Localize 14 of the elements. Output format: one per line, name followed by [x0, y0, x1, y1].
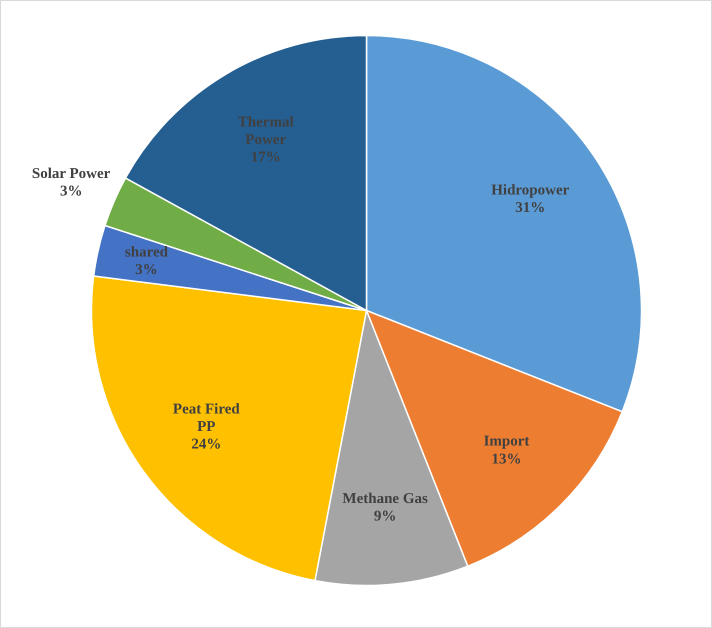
slice-label: Methane Gas: [342, 490, 428, 507]
data-label: 9%: [374, 508, 396, 524]
slice-label: Solar Power: [32, 166, 111, 182]
data-label: 31%: [515, 200, 546, 216]
data-label: 24%: [191, 436, 222, 452]
slice-label: shared: [124, 244, 169, 261]
data-label: 17%: [250, 150, 281, 166]
data-label: 3%: [135, 262, 158, 278]
slice-label: Hidropower: [491, 182, 570, 198]
data-label: 3%: [60, 184, 82, 200]
slice-label: Peat Fired PP: [172, 401, 240, 435]
slice-label: Import: [484, 434, 530, 450]
slice-label: Thermal Power: [238, 114, 294, 148]
data-label: 13%: [492, 451, 522, 468]
